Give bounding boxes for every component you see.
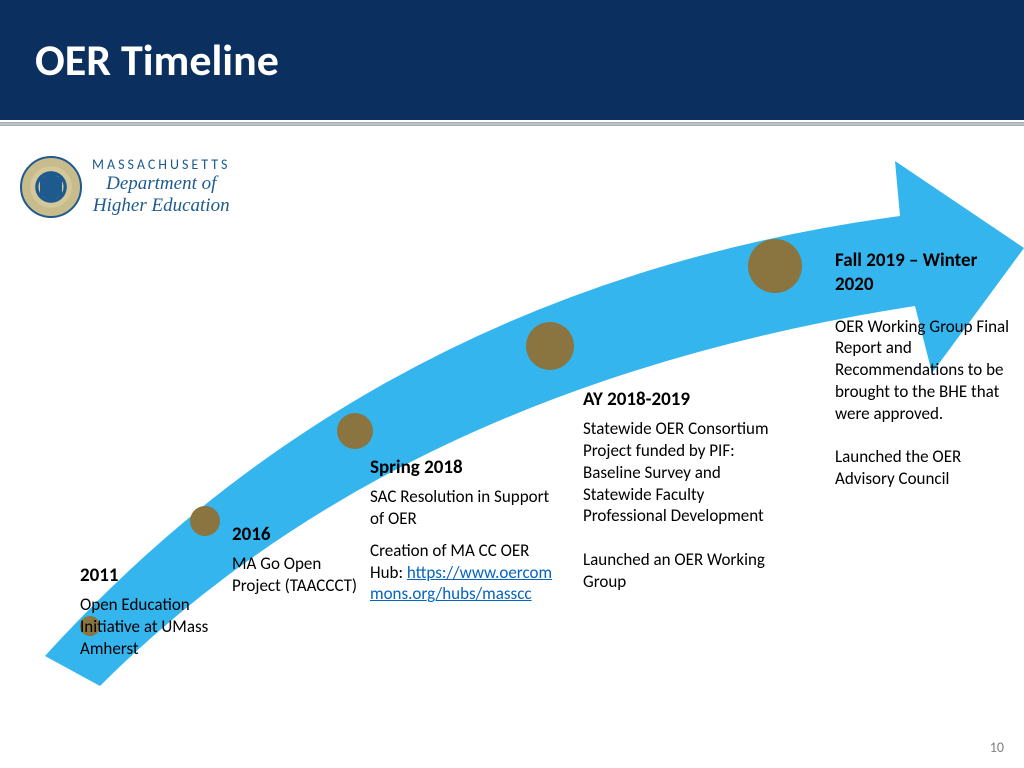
event-desc: MA Go Open Project (TAACCCT) bbox=[232, 553, 372, 597]
timeline-event-0: 2011 Open Education Initiative at UMass A… bbox=[80, 564, 210, 660]
event-label: Spring 2018 bbox=[370, 456, 560, 480]
logo-line2: Department of bbox=[92, 173, 230, 195]
event-desc: Statewide OER Consortium Project funded … bbox=[583, 418, 783, 527]
event-desc2: Launched an OER Working Group bbox=[583, 549, 783, 593]
event-desc2: Creation of MA CC OER Hub: https://www.o… bbox=[370, 540, 560, 605]
slide-content: MASSACHUSETTS Department of Higher Educa… bbox=[0, 126, 1024, 766]
logo-line3: Higher Education bbox=[92, 195, 230, 217]
logo-text: MASSACHUSETTS Department of Higher Educa… bbox=[92, 157, 230, 217]
event-label: Fall 2019 – Winter 2020 bbox=[835, 249, 1010, 298]
event-label: AY 2018-2019 bbox=[583, 388, 783, 412]
page-number: 10 bbox=[990, 739, 1004, 756]
event-desc: OER Working Group Final Report and Recom… bbox=[835, 316, 1010, 425]
state-seal-icon bbox=[20, 156, 82, 218]
slide-header: OER Timeline bbox=[0, 0, 1024, 120]
event-label: 2016 bbox=[232, 523, 372, 547]
timeline-dot-2 bbox=[337, 413, 373, 449]
timeline-event-2: Spring 2018 SAC Resolution in Support of … bbox=[370, 456, 560, 605]
timeline-event-4: Fall 2019 – Winter 2020 OER Working Group… bbox=[835, 249, 1010, 490]
event-link[interactable]: https://www.oercommons.org/hubs/masscc bbox=[370, 562, 552, 605]
timeline-dot-3 bbox=[526, 322, 574, 370]
event-desc: SAC Resolution in Support of OER bbox=[370, 486, 560, 530]
timeline-event-1: 2016 MA Go Open Project (TAACCCT) bbox=[232, 523, 372, 597]
logo: MASSACHUSETTS Department of Higher Educa… bbox=[20, 156, 230, 218]
logo-line1: MASSACHUSETTS bbox=[92, 157, 230, 173]
slide-title: OER Timeline bbox=[35, 33, 279, 87]
event-desc2: Launched the OER Advisory Council bbox=[835, 446, 1010, 490]
event-label: 2011 bbox=[80, 564, 210, 588]
event-desc: Open Education Initiative at UMass Amher… bbox=[80, 594, 210, 659]
timeline-dot-1 bbox=[190, 506, 220, 536]
timeline-event-3: AY 2018-2019 Statewide OER Consortium Pro… bbox=[583, 388, 783, 593]
timeline-dot-4 bbox=[748, 239, 802, 293]
